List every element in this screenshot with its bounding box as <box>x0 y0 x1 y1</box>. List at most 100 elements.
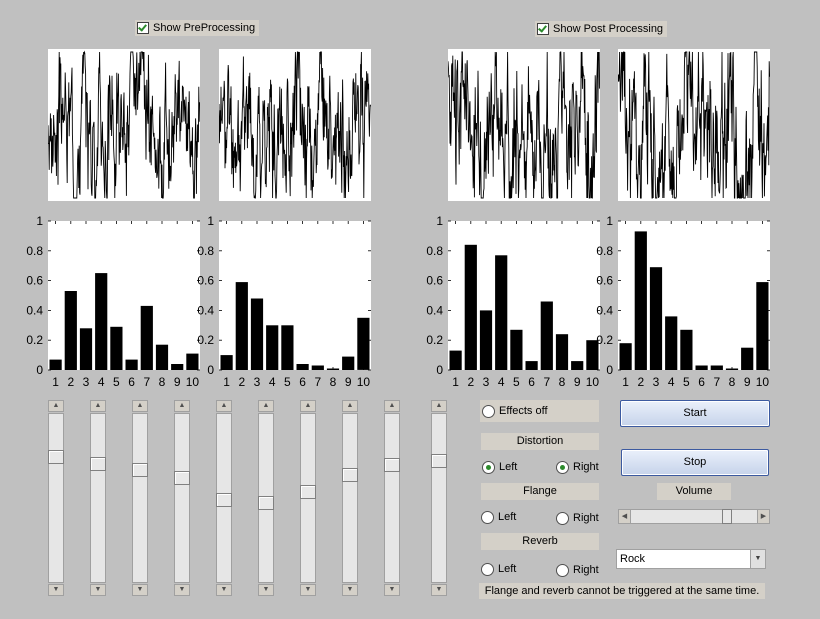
arrow-down-icon[interactable]: ▼ <box>216 584 232 596</box>
waveform-line <box>219 51 371 199</box>
arrow-down-icon[interactable]: ▼ <box>258 584 274 596</box>
equalizer-slider-4[interactable]: ▲ ▼ <box>174 400 190 596</box>
bar <box>525 361 538 370</box>
show-post-processing-checkbox[interactable]: Show Post Processing <box>535 21 668 37</box>
arrow-up-icon[interactable]: ▲ <box>132 400 148 412</box>
x-tick-label: 3 <box>83 375 90 389</box>
waveform-line <box>48 50 200 199</box>
slider-thumb[interactable] <box>431 454 447 468</box>
bar <box>665 316 678 370</box>
slider-track[interactable] <box>132 413 148 583</box>
slider-track[interactable] <box>342 413 358 583</box>
arrow-down-icon[interactable]: ▼ <box>174 584 190 596</box>
arrow-up-icon[interactable]: ▲ <box>216 400 232 412</box>
y-tick-label: 0.2 <box>596 333 613 347</box>
arrow-down-icon[interactable]: ▼ <box>384 584 400 596</box>
flange-left-radio[interactable]: Left <box>481 509 516 525</box>
distortion-heading: Distortion <box>481 433 599 450</box>
equalizer-slider-3[interactable]: ▲ ▼ <box>132 400 148 596</box>
preset-select[interactable]: Rock ▼ <box>616 549 766 569</box>
bar <box>140 305 153 370</box>
arrow-down-icon[interactable]: ▼ <box>431 584 447 596</box>
arrow-up-icon[interactable]: ▲ <box>300 400 316 412</box>
bar <box>342 356 355 370</box>
bar <box>235 282 248 370</box>
volume-slider-thumb[interactable] <box>722 509 732 524</box>
slider-thumb[interactable] <box>384 458 400 472</box>
bar <box>680 329 693 370</box>
reverb-right-label: Right <box>573 564 599 576</box>
slider-thumb[interactable] <box>90 457 106 471</box>
slider-track[interactable] <box>174 413 190 583</box>
y-tick-label: 0.2 <box>197 333 214 347</box>
flange-right-radio[interactable]: Right <box>556 510 599 526</box>
reverb-left-radio[interactable]: Left <box>481 561 516 577</box>
equalizer-slider-9[interactable]: ▲ ▼ <box>384 400 400 596</box>
bar <box>555 334 569 370</box>
bar <box>495 255 508 370</box>
y-tick-label: 0 <box>606 363 613 377</box>
arrow-up-icon[interactable]: ▲ <box>342 400 358 412</box>
equalizer-slider-6[interactable]: ▲ ▼ <box>258 400 274 596</box>
slider-thumb[interactable] <box>300 485 316 499</box>
reverb-right-radio[interactable]: Right <box>556 562 599 578</box>
y-tick-label: 1 <box>606 214 613 228</box>
arrow-down-icon[interactable]: ▼ <box>48 584 64 596</box>
equalizer-slider-10[interactable]: ▲ ▼ <box>431 400 447 596</box>
slider-thumb[interactable] <box>132 463 148 477</box>
arrow-down-icon[interactable]: ▼ <box>342 584 358 596</box>
radio-icon <box>556 511 569 525</box>
y-tick-label: 0 <box>36 363 43 377</box>
waveform-trace <box>448 51 600 199</box>
arrow-up-icon[interactable]: ▲ <box>48 400 64 412</box>
x-tick-label: 9 <box>345 375 352 389</box>
slider-thumb[interactable] <box>174 471 190 485</box>
arrow-down-icon[interactable]: ▼ <box>90 584 106 596</box>
x-tick-label: 5 <box>513 375 520 389</box>
slider-track[interactable] <box>431 413 447 583</box>
arrow-up-icon[interactable]: ▲ <box>384 400 400 412</box>
y-tick-label: 0.6 <box>426 274 443 288</box>
equalizer-slider-5[interactable]: ▲ ▼ <box>216 400 232 596</box>
slider-thumb[interactable] <box>342 468 358 482</box>
stop-button[interactable]: Stop <box>621 449 769 476</box>
distortion-left-radio[interactable]: Left <box>482 459 517 475</box>
arrow-up-icon[interactable]: ▲ <box>258 400 274 412</box>
y-tick-label: 1 <box>436 214 443 228</box>
waveform-line <box>448 51 600 199</box>
effects-off-radio[interactable]: Effects off <box>482 403 548 419</box>
distortion-right-radio[interactable]: Right <box>556 459 599 475</box>
show-preprocessing-checkbox[interactable]: Show PreProcessing <box>135 20 260 36</box>
x-tick-label: 9 <box>574 375 581 389</box>
arrow-up-icon[interactable]: ▲ <box>90 400 106 412</box>
effects-warning-note: Flange and reverb cannot be triggered at… <box>479 583 765 599</box>
slider-thumb[interactable] <box>48 450 64 464</box>
equalizer-slider-7[interactable]: ▲ ▼ <box>300 400 316 596</box>
y-tick-label: 0.8 <box>197 244 214 258</box>
slider-thumb[interactable] <box>258 496 274 510</box>
bar <box>64 291 77 370</box>
equalizer-slider-8[interactable]: ▲ ▼ <box>342 400 358 596</box>
chevron-down-icon[interactable]: ▼ <box>750 550 765 568</box>
y-tick-label: 1 <box>207 214 214 228</box>
volume-slider[interactable]: ◀ ▶ <box>618 509 770 524</box>
bar <box>540 301 553 370</box>
start-button[interactable]: Start <box>620 400 770 427</box>
flange-right-label: Right <box>573 512 599 524</box>
arrow-down-icon[interactable]: ▼ <box>132 584 148 596</box>
arrow-right-icon[interactable]: ▶ <box>757 509 770 524</box>
y-tick-label: 0.6 <box>596 274 613 288</box>
slider-track[interactable] <box>48 413 64 583</box>
arrow-up-icon[interactable]: ▲ <box>174 400 190 412</box>
x-tick-label: 10 <box>756 375 770 389</box>
slider-thumb[interactable] <box>216 493 232 507</box>
equalizer-slider-2[interactable]: ▲ ▼ <box>90 400 106 596</box>
waveform-plot-pre-right <box>219 49 371 201</box>
volume-slider-track[interactable] <box>630 509 758 524</box>
radio-selected-icon <box>556 460 569 474</box>
slider-track[interactable] <box>90 413 106 583</box>
slider-track[interactable] <box>384 413 400 583</box>
equalizer-slider-1[interactable]: ▲ ▼ <box>48 400 64 596</box>
arrow-down-icon[interactable]: ▼ <box>300 584 316 596</box>
arrow-up-icon[interactable]: ▲ <box>431 400 447 412</box>
